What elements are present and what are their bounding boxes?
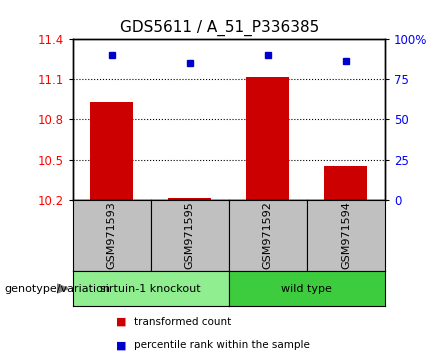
Text: ■: ■ <box>116 340 126 350</box>
Text: genotype/variation: genotype/variation <box>4 284 110 293</box>
Text: percentile rank within the sample: percentile rank within the sample <box>134 340 310 350</box>
Bar <box>246 76 290 200</box>
Bar <box>168 198 211 200</box>
Text: GSM971592: GSM971592 <box>263 201 273 269</box>
Text: ■: ■ <box>116 317 126 327</box>
Text: GSM971595: GSM971595 <box>185 201 195 269</box>
Bar <box>90 102 133 200</box>
Text: GSM971593: GSM971593 <box>106 201 117 269</box>
Text: GSM971594: GSM971594 <box>341 201 351 269</box>
Text: transformed count: transformed count <box>134 317 231 327</box>
Polygon shape <box>57 284 68 293</box>
Text: sirtuin-1 knockout: sirtuin-1 knockout <box>100 284 201 293</box>
Text: wild type: wild type <box>282 284 332 293</box>
Bar <box>324 166 367 200</box>
Text: GDS5611 / A_51_P336385: GDS5611 / A_51_P336385 <box>121 19 319 36</box>
